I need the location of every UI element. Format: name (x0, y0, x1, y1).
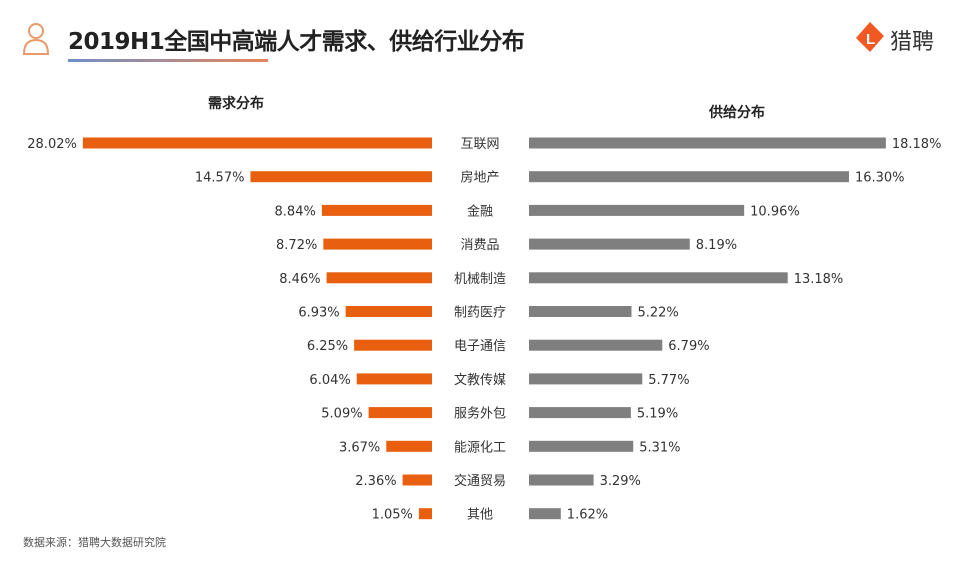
demand-bar (250, 171, 432, 183)
category-label: 其他 (467, 508, 493, 523)
data-source: 数据来源：猎聘大数据研究院 (23, 536, 166, 549)
demand-bar (321, 204, 432, 216)
demand-bar (82, 137, 433, 149)
supply-value-label: 3.29% (600, 474, 641, 489)
demand-value-label: 8.46% (279, 272, 320, 287)
supply-value-label: 5.77% (648, 373, 689, 388)
legend-supply: 供给分布 (708, 104, 765, 121)
supply-bar (529, 339, 663, 351)
category-label: 消费品 (460, 238, 499, 253)
demand-value-label: 5.09% (321, 407, 362, 422)
supply-value-label: 6.79% (668, 339, 709, 354)
supply-value-label: 10.96% (750, 204, 800, 219)
demand-value-label: 8.72% (276, 238, 317, 253)
supply-value-label: 5.31% (639, 440, 680, 455)
demand-value-label: 6.04% (309, 373, 350, 388)
page-title: 2019H1全国中高端人才需求、供给行业分布 (68, 29, 525, 55)
demand-value-label: 28.02% (27, 137, 77, 152)
category-label: 电子通信 (454, 339, 506, 354)
demand-bar (326, 272, 432, 284)
demand-value-label: 6.93% (298, 306, 339, 321)
category-label: 互联网 (460, 137, 499, 152)
supply-bar (529, 474, 594, 486)
supply-bar (529, 272, 788, 284)
demand-value-label: 14.57% (195, 171, 245, 186)
demand-bar (418, 508, 432, 520)
logo-text: 猎聘 (890, 30, 935, 55)
title-underline (68, 59, 268, 62)
supply-bar (529, 373, 643, 385)
demand-bar (356, 373, 432, 385)
supply-bar (529, 306, 632, 317)
supply-bar (529, 238, 690, 250)
supply-bar (529, 508, 561, 520)
supply-value-label: 5.22% (637, 306, 678, 321)
demand-bar (323, 238, 432, 250)
legend-demand: 需求分布 (208, 95, 264, 112)
supply-bar (529, 440, 634, 452)
category-label: 房地产 (460, 170, 499, 186)
category-label: 机械制造 (454, 272, 506, 287)
category-label: 能源化工 (454, 440, 506, 455)
person-outline-icon (22, 23, 50, 55)
supply-value-label: 5.19% (637, 407, 678, 422)
supply-value-label: 13.18% (794, 272, 844, 287)
category-label: 金融 (467, 203, 493, 219)
supply-value-label: 18.18% (892, 137, 942, 152)
supply-value-label: 8.19% (696, 238, 737, 253)
demand-value-label: 8.84% (275, 204, 316, 219)
demand-bar (386, 440, 432, 452)
demand-value-label: 1.05% (372, 508, 413, 523)
supply-bar (529, 137, 886, 149)
liepin-L-icon: L (856, 22, 884, 52)
demand-bar (368, 407, 432, 419)
category-label: 交通贸易 (454, 473, 506, 489)
demand-bar (345, 306, 432, 317)
supply-value-label: 16.30% (855, 171, 905, 186)
supply-bar (529, 204, 745, 216)
demand-value-label: 6.25% (307, 339, 348, 354)
category-label: 文教传媒 (454, 372, 506, 388)
supply-value-label: 1.62% (567, 508, 608, 523)
supply-bar (529, 171, 849, 183)
supply-bar (529, 407, 631, 419)
svg-text:L: L (866, 31, 875, 48)
demand-value-label: 2.36% (355, 474, 396, 489)
demand-bar (354, 339, 432, 351)
demand-value-label: 3.67% (339, 440, 380, 455)
category-label: 服务外包 (454, 406, 506, 422)
category-label: 制药医疗 (454, 306, 506, 321)
demand-bar (402, 474, 432, 486)
